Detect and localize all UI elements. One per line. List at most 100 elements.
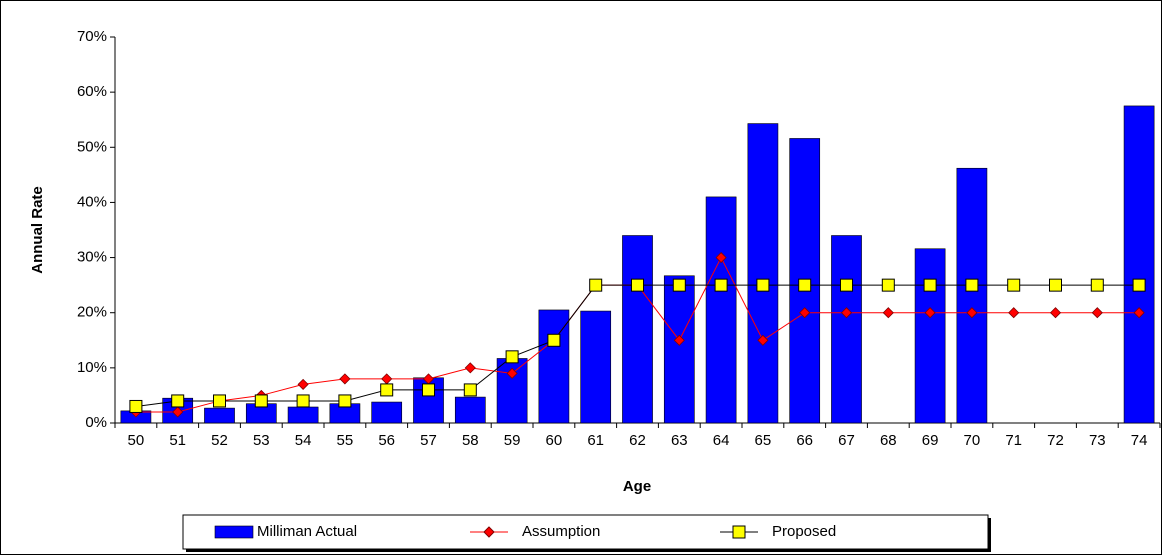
- square-marker: [547, 333, 561, 347]
- diamond-marker: [1008, 307, 1020, 319]
- x-tick-label: 62: [629, 432, 646, 449]
- x-tick-label: 70: [964, 432, 981, 449]
- diamond-marker: [673, 334, 685, 346]
- y-axis-label: Annual Rate: [29, 186, 46, 274]
- y-tick-label: 0%: [85, 414, 107, 431]
- x-tick-label: 65: [755, 432, 772, 449]
- square-marker: [756, 278, 770, 292]
- x-tick-label: 52: [211, 432, 228, 449]
- legend-swatch: [214, 525, 254, 539]
- square-marker: [171, 394, 185, 408]
- x-tick-label: 64: [713, 432, 730, 449]
- square-marker: [923, 278, 937, 292]
- x-tick-label: 71: [1005, 432, 1022, 449]
- square-marker: [1132, 278, 1146, 292]
- x-tick-label: 68: [880, 432, 897, 449]
- y-tick-label: 20%: [77, 304, 107, 321]
- legend-marker: [732, 525, 746, 539]
- x-tick-label: 55: [337, 432, 354, 449]
- square-marker: [1049, 278, 1062, 292]
- diamond-marker: [506, 367, 518, 379]
- bar: [371, 401, 403, 424]
- square-marker: [254, 394, 268, 408]
- legend: [182, 514, 989, 550]
- x-tick-label: 53: [253, 432, 270, 449]
- y-tick-label: 40%: [77, 193, 107, 210]
- x-tick-label: 74: [1131, 432, 1148, 449]
- x-tick-label: 63: [671, 432, 688, 449]
- x-tick-label: 54: [295, 432, 312, 449]
- square-marker: [798, 278, 812, 292]
- diamond-marker: [172, 406, 184, 418]
- y-tick-label: 50%: [77, 138, 107, 155]
- square-marker: [422, 383, 435, 397]
- square-marker: [631, 278, 644, 292]
- diamond-marker: [297, 378, 309, 390]
- y-tick-label: 10%: [77, 359, 107, 376]
- x-tick-label: 50: [128, 432, 145, 449]
- x-tick-label: 69: [922, 432, 939, 449]
- diamond-marker: [1049, 307, 1062, 319]
- diamond-marker: [1091, 307, 1103, 319]
- bar: [538, 309, 570, 424]
- legend-marker: [483, 526, 495, 538]
- diamond-marker: [339, 373, 351, 385]
- legend-label: Assumption: [522, 523, 600, 540]
- square-marker: [881, 278, 895, 292]
- bar: [663, 275, 695, 424]
- square-marker: [840, 278, 853, 292]
- bar: [747, 123, 779, 424]
- x-tick-label: 66: [796, 432, 813, 449]
- diamond-marker: [1133, 307, 1145, 319]
- x-tick-label: 67: [838, 432, 855, 449]
- square-marker: [672, 278, 686, 292]
- square-marker: [1007, 278, 1021, 292]
- x-tick-label: 72: [1047, 432, 1064, 449]
- x-tick-label: 56: [378, 432, 395, 449]
- diamond-marker: [924, 307, 936, 319]
- x-axis-label: Age: [623, 478, 651, 495]
- x-tick-label: 60: [546, 432, 563, 449]
- square-marker: [338, 394, 352, 408]
- diamond-marker: [757, 334, 769, 346]
- square-marker: [296, 394, 310, 408]
- square-marker: [714, 278, 728, 292]
- square-marker: [965, 278, 979, 292]
- legend-label: Milliman Actual: [257, 523, 357, 540]
- y-tick-label: 70%: [77, 28, 107, 45]
- x-tick-label: 59: [504, 432, 521, 449]
- bar: [705, 196, 737, 424]
- legend-label: Proposed: [772, 523, 836, 540]
- square-marker: [380, 383, 394, 397]
- square-marker: [1090, 278, 1104, 292]
- x-tick-label: 58: [462, 432, 479, 449]
- x-tick-label: 57: [420, 432, 437, 449]
- bar: [1123, 105, 1155, 424]
- bar: [831, 235, 862, 424]
- bar: [622, 235, 653, 424]
- square-marker: [129, 399, 143, 413]
- diamond-marker: [966, 307, 978, 319]
- bar: [956, 167, 988, 424]
- y-tick-label: 30%: [77, 249, 107, 266]
- square-marker: [463, 383, 477, 397]
- diamond-marker: [882, 307, 894, 319]
- square-marker: [589, 278, 603, 292]
- square-marker: [505, 350, 519, 364]
- diamond-marker: [715, 252, 727, 264]
- bar: [914, 248, 946, 424]
- y-tick-label: 60%: [77, 83, 107, 100]
- x-tick-label: 51: [169, 432, 186, 449]
- x-tick-label: 73: [1089, 432, 1106, 449]
- diamond-marker: [464, 362, 476, 374]
- bar: [287, 406, 319, 424]
- diamond-marker: [840, 307, 853, 319]
- x-tick-label: 61: [587, 432, 604, 449]
- diamond-marker: [799, 307, 811, 319]
- bar: [454, 396, 486, 424]
- square-marker: [213, 394, 226, 408]
- bar: [580, 310, 612, 424]
- bar: [204, 407, 235, 424]
